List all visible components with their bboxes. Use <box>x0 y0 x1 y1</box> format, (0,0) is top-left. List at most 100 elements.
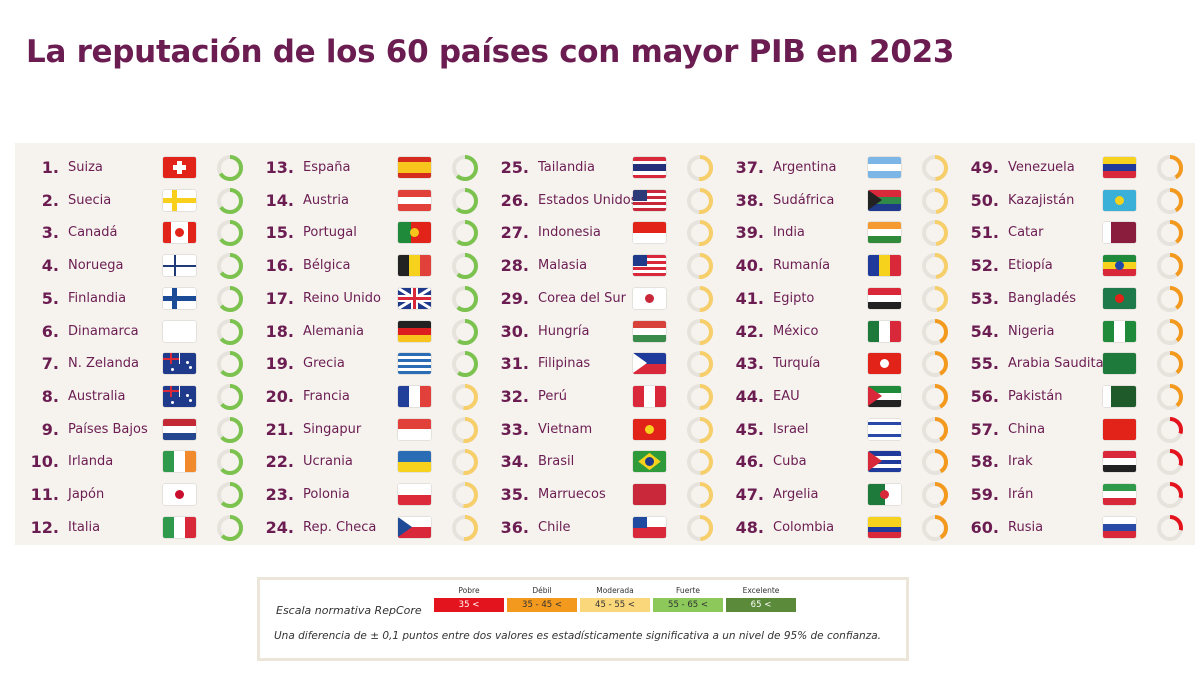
rank-number: 19. <box>265 354 294 374</box>
donut-arc <box>687 155 713 181</box>
legend-scale-item: Fuerte 55 - 65 < <box>653 586 723 612</box>
flag-icon <box>398 222 431 244</box>
rank-number: 45. <box>735 419 764 439</box>
country-name: Australia <box>68 388 126 404</box>
donut-arc <box>687 383 713 410</box>
rank-number: 41. <box>735 288 764 308</box>
country-name: Noruega <box>68 258 124 274</box>
donut-arc <box>217 482 243 508</box>
country-row: 59. Irán <box>963 478 1199 510</box>
rank-number: 3. <box>41 223 59 243</box>
country-row: 41. Egipto <box>728 282 964 314</box>
rank-number: 56. <box>970 386 999 406</box>
rank-number: 50. <box>970 190 999 210</box>
flag-icon <box>163 451 196 473</box>
country-name: EAU <box>773 388 800 404</box>
country-row: 58. Irak <box>963 445 1199 477</box>
reputation-donut <box>922 155 948 181</box>
donut-arc <box>922 318 948 345</box>
country-row: 56. Pakistán <box>963 380 1199 412</box>
reputation-donut <box>687 482 713 508</box>
flag-icon <box>1103 516 1136 538</box>
country-row: 12. Italia <box>23 511 259 543</box>
flag-icon <box>398 255 431 277</box>
donut-arc <box>1157 482 1183 508</box>
flag-icon <box>163 255 196 277</box>
country-name: Bangladés <box>1008 290 1076 306</box>
reputation-donut <box>1157 220 1183 247</box>
country-row: 7. N. Zelanda <box>23 347 259 379</box>
rank-number: 4. <box>41 256 59 276</box>
country-row: 20. Francia <box>258 380 494 412</box>
country-name: Irán <box>1008 487 1034 502</box>
donut-arc <box>1157 449 1183 476</box>
donut-arc <box>217 285 243 312</box>
country-name: España <box>303 160 351 175</box>
reputation-donut <box>452 285 478 312</box>
flag-icon <box>163 516 196 538</box>
reputation-donut <box>687 514 713 541</box>
donut-arc <box>217 416 243 443</box>
reputation-donut <box>452 187 478 214</box>
donut-arc <box>452 482 478 508</box>
scale-title: Moderada <box>596 586 634 595</box>
rank-number: 15. <box>265 223 294 243</box>
country-row: 3. Canadá <box>23 216 259 248</box>
country-name: Dinamarca <box>68 323 139 339</box>
rank-number: 31. <box>500 354 529 374</box>
country-name: Rumanía <box>773 258 831 274</box>
donut-arc <box>687 220 713 247</box>
flag-icon <box>633 418 666 440</box>
scale-title: Débil <box>532 586 552 595</box>
donut-arc <box>217 253 243 280</box>
country-row: 51. Catar <box>963 216 1199 248</box>
rank-number: 13. <box>265 158 294 177</box>
flag-icon <box>1103 353 1136 375</box>
reputation-donut <box>687 383 713 410</box>
reputation-donut <box>217 155 243 181</box>
flag-icon <box>1103 189 1136 211</box>
reputation-donut <box>687 351 713 378</box>
rank-number: 16. <box>265 256 294 276</box>
scale-range: 35 - 45 < <box>507 598 577 612</box>
reputation-donut <box>452 416 478 443</box>
country-row: 26. Estados Unidos <box>493 184 729 216</box>
flag-icon <box>868 287 901 309</box>
reputation-donut <box>217 187 243 214</box>
rank-number: 51. <box>970 223 999 243</box>
donut-arc <box>217 318 243 345</box>
country-row: 14. Austria <box>258 184 494 216</box>
country-row: 43. Turquía <box>728 347 964 379</box>
rank-number: 36. <box>500 517 529 537</box>
rank-number: 43. <box>735 354 764 374</box>
donut-arc <box>1157 220 1183 247</box>
rank-number: 39. <box>735 223 764 243</box>
reputation-donut <box>687 318 713 345</box>
country-name: Kazajistán <box>1008 192 1075 208</box>
reputation-donut <box>1157 482 1183 508</box>
country-row: 48. Colombia <box>728 511 964 543</box>
donut-arc <box>687 187 713 214</box>
donut-arc <box>452 155 478 181</box>
reputation-donut <box>1157 383 1183 410</box>
rank-number: 58. <box>970 452 999 472</box>
reputation-donut <box>1157 449 1183 476</box>
flag-icon <box>868 516 901 538</box>
donut-arc <box>452 351 478 378</box>
donut-arc <box>687 285 713 312</box>
flag-icon <box>868 353 901 375</box>
country-row: 11. Japón <box>23 478 259 510</box>
country-name: Venezuela <box>1008 160 1075 175</box>
reputation-donut <box>687 187 713 214</box>
flag-icon <box>868 222 901 244</box>
country-name: Rusia <box>1008 519 1044 535</box>
reputation-donut <box>1157 318 1183 345</box>
rank-number: 60. <box>970 517 999 537</box>
flag-icon <box>1103 484 1136 505</box>
flag-icon <box>1103 385 1136 407</box>
flag-icon <box>633 222 666 244</box>
flag-icon <box>633 255 666 277</box>
reputation-donut <box>687 253 713 280</box>
rank-number: 24. <box>265 517 294 537</box>
reputation-donut <box>1157 416 1183 443</box>
